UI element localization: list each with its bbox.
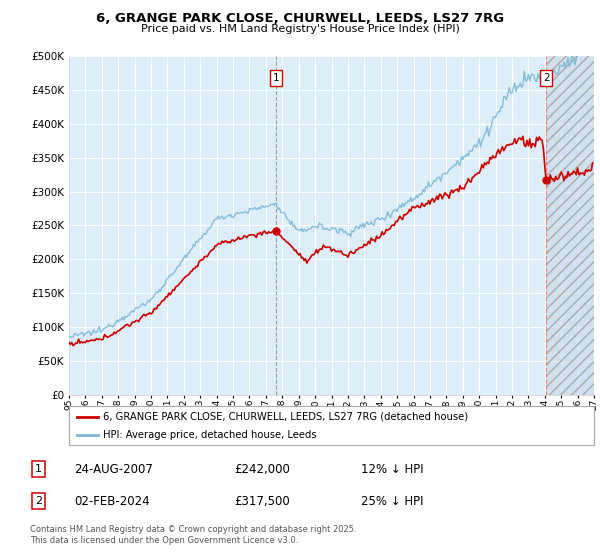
Text: 12% ↓ HPI: 12% ↓ HPI <box>361 463 424 475</box>
Text: 2: 2 <box>35 496 42 506</box>
Text: HPI: Average price, detached house, Leeds: HPI: Average price, detached house, Leed… <box>103 430 317 440</box>
Text: 2: 2 <box>543 73 550 83</box>
Text: 24-AUG-2007: 24-AUG-2007 <box>74 463 153 475</box>
Text: £242,000: £242,000 <box>234 463 290 475</box>
Bar <box>546 56 594 395</box>
Text: 6, GRANGE PARK CLOSE, CHURWELL, LEEDS, LS27 7RG (detached house): 6, GRANGE PARK CLOSE, CHURWELL, LEEDS, L… <box>103 412 468 422</box>
Text: 02-FEB-2024: 02-FEB-2024 <box>74 494 150 508</box>
Text: 1: 1 <box>273 73 280 83</box>
Text: Contains HM Land Registry data © Crown copyright and database right 2025.
This d: Contains HM Land Registry data © Crown c… <box>30 525 356 545</box>
Text: 1: 1 <box>35 464 42 474</box>
Text: £317,500: £317,500 <box>234 494 290 508</box>
Text: 25% ↓ HPI: 25% ↓ HPI <box>361 494 424 508</box>
Text: 6, GRANGE PARK CLOSE, CHURWELL, LEEDS, LS27 7RG: 6, GRANGE PARK CLOSE, CHURWELL, LEEDS, L… <box>96 12 504 25</box>
Text: Price paid vs. HM Land Registry's House Price Index (HPI): Price paid vs. HM Land Registry's House … <box>140 24 460 34</box>
Bar <box>546 56 594 395</box>
